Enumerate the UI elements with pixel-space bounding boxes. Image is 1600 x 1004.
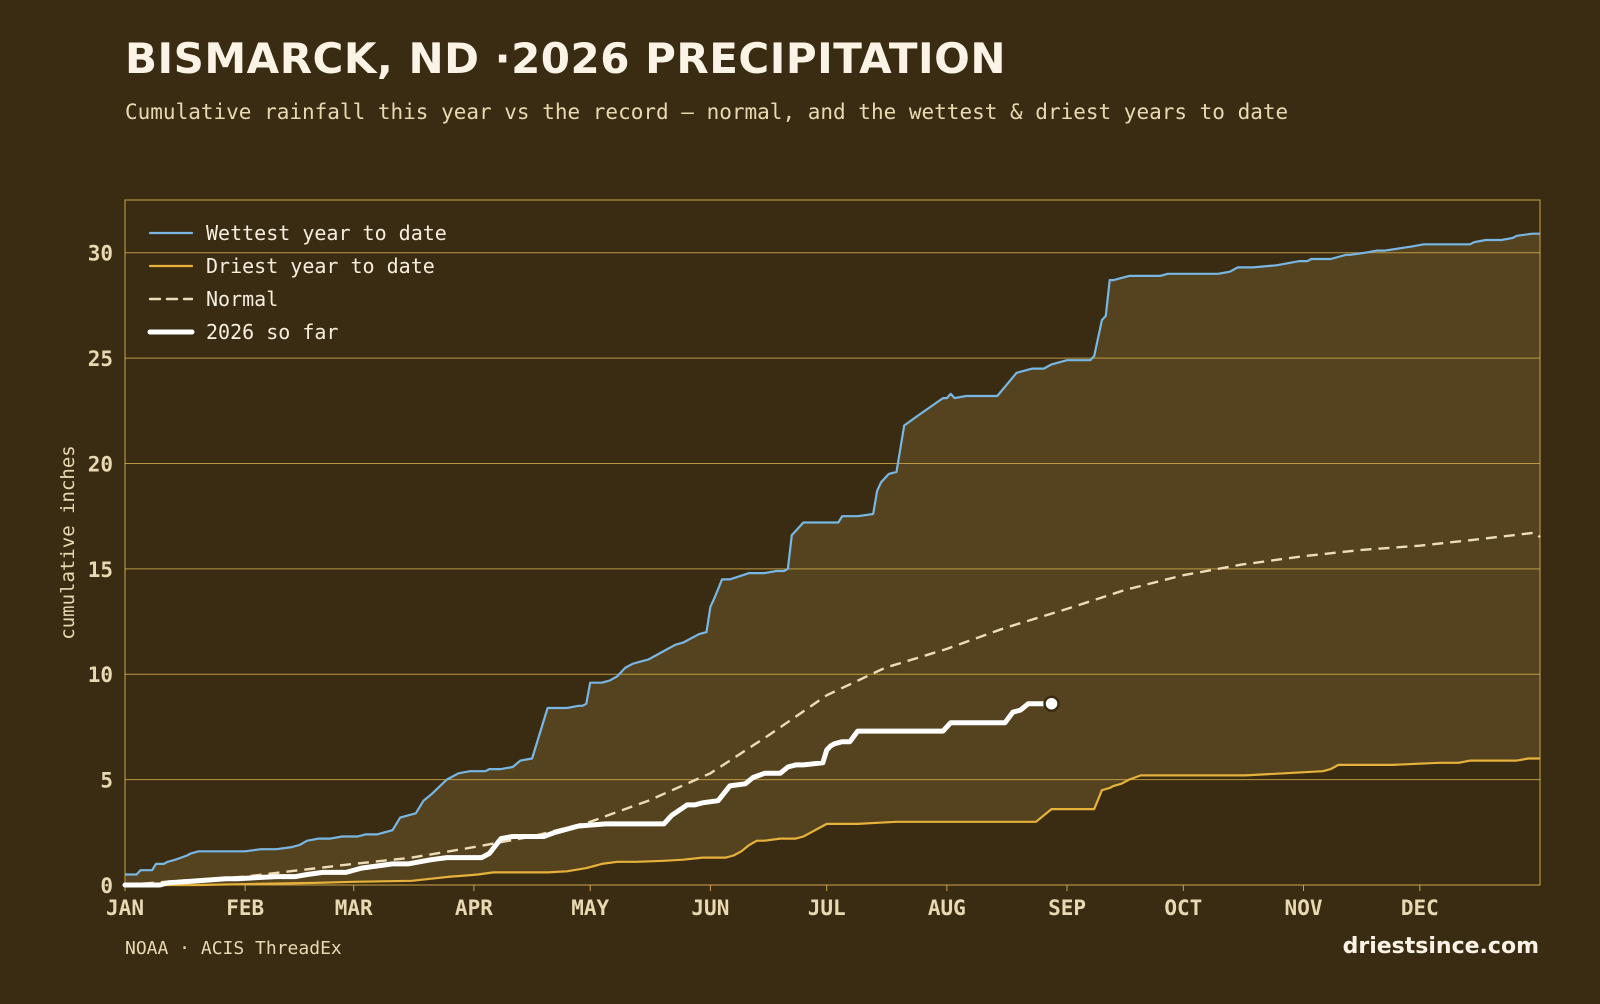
y-tick-label: 20 — [88, 452, 113, 476]
y-tick-label: 0 — [100, 874, 113, 898]
x-tick-label-mar: MAR — [335, 896, 373, 920]
legend-label: Wettest year to date — [206, 221, 447, 245]
series-wettest-line — [125, 232, 1540, 876]
x-tick-label-jun: JUN — [691, 896, 729, 920]
legend-label: 2026 so far — [206, 320, 338, 344]
x-tick-label-oct: OCT — [1164, 896, 1202, 920]
y-tick-label: 30 — [88, 242, 113, 266]
data-source: NOAA · ACIS ThreadEx — [125, 938, 342, 959]
current-value-marker[interactable] — [1043, 695, 1060, 712]
record-range-band — [125, 233, 1540, 885]
site-brand[interactable]: driestsince.com — [1342, 934, 1539, 959]
x-tick-label-may: MAY — [571, 896, 609, 920]
legend-label: Normal — [206, 287, 278, 311]
x-tick-label-aug: AUG — [928, 896, 966, 920]
x-tick-label-apr: APR — [455, 896, 493, 920]
y-tick-label: 25 — [88, 347, 113, 371]
page-title: BISMARCK, ND ·2026 PRECIPITATION — [125, 34, 1007, 83]
x-tick-label-feb: FEB — [226, 896, 264, 920]
series-normal-line — [124, 531, 1541, 887]
x-tick-label-jan: JAN — [106, 896, 144, 920]
plot-frame — [124, 199, 1541, 886]
x-tick-label-dec: DEC — [1401, 896, 1439, 920]
y-tick-label: 5 — [100, 769, 113, 793]
page-subtitle: Cumulative rainfall this year vs the rec… — [125, 100, 1289, 124]
series-2026-line — [122, 701, 1054, 888]
series-driest-line — [125, 757, 1540, 887]
y-tick-label: 10 — [88, 663, 113, 687]
y-tick-label: 15 — [88, 558, 113, 582]
x-tick-label-jul: JUL — [808, 896, 846, 920]
y-axis-label: cumulative inches — [57, 445, 79, 639]
x-tick-label-sep: SEP — [1048, 896, 1086, 920]
legend-label: Driest year to date — [206, 254, 435, 278]
x-tick-label-nov: NOV — [1285, 896, 1323, 920]
